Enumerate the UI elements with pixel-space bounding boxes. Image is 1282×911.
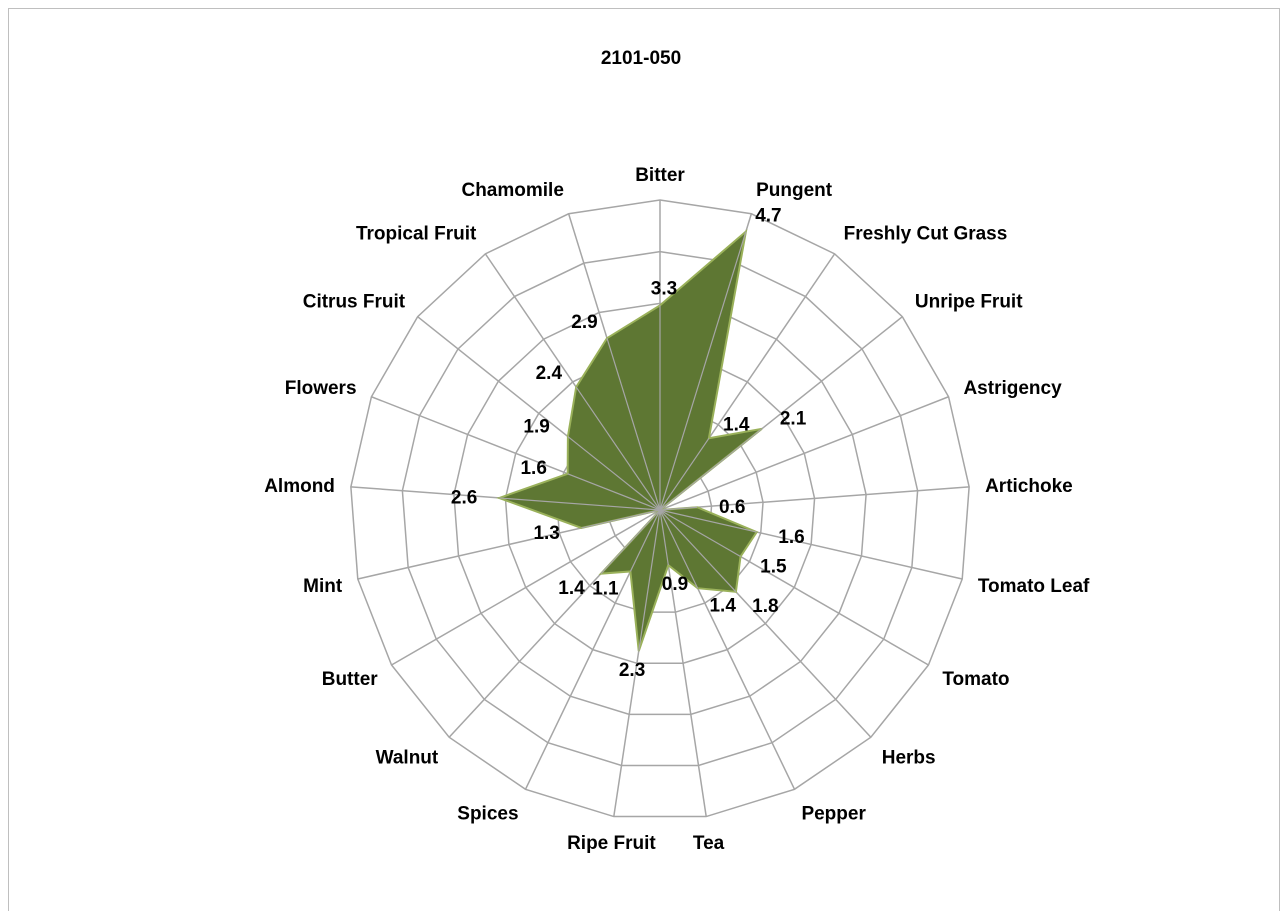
data-label: 3.3 <box>651 278 677 299</box>
category-label: Unripe Fruit <box>915 292 1023 313</box>
category-labels: Bitter Pungent Freshly Cut Grass Unripe Fru… <box>264 165 1090 854</box>
series-spoke <box>659 506 698 511</box>
category-label: Freshly Cut Grass <box>844 223 1008 244</box>
series-spoke <box>629 509 661 572</box>
series-spoke <box>567 473 661 511</box>
category-label: Tomato Leaf <box>978 576 1090 597</box>
series-spoke <box>659 231 747 511</box>
grid-spoke <box>391 509 661 666</box>
data-label: 2.6 <box>451 488 477 509</box>
category-label: Spices <box>457 804 518 825</box>
data-label: 1.4 <box>558 578 585 599</box>
category-label: Mint <box>303 576 343 597</box>
grid-ring <box>453 302 867 716</box>
series-area <box>496 228 763 652</box>
data-label: 1.3 <box>533 523 559 544</box>
chart-title: 2101-050 <box>600 48 682 69</box>
series-spoke <box>659 509 757 533</box>
series-spoke <box>659 437 710 511</box>
category-label: Citrus Fruit <box>303 292 406 313</box>
data-label: 2.3 <box>619 660 645 681</box>
data-label: 0.6 <box>719 497 745 518</box>
grid-ring <box>504 354 816 665</box>
series-spoke <box>600 509 661 575</box>
data-label: 4.7 <box>755 205 781 226</box>
data-label: 1.1 <box>592 579 619 600</box>
data-labels: 3.3 4.7 1.4 2.1 0.6 1.6 1.5 1.8 1.4 0.9 2.3 1.1 1.4 1… <box>451 205 807 680</box>
data-label: 1.8 <box>752 596 778 617</box>
series-spoke <box>659 428 763 511</box>
category-label: Chamomile <box>461 180 563 201</box>
radar-series <box>496 228 763 652</box>
category-label: Bitter <box>635 165 685 186</box>
category-label: Pungent <box>756 180 833 201</box>
category-label: Almond <box>264 476 335 497</box>
data-label: 1.6 <box>778 527 804 548</box>
category-label: Flowers <box>285 378 357 399</box>
category-label: Walnut <box>376 747 439 768</box>
data-label: 0.9 <box>662 574 688 595</box>
series-spoke <box>659 509 741 558</box>
data-label: 1.9 <box>523 416 549 437</box>
grid-ring <box>350 199 970 818</box>
data-label: 2.9 <box>571 312 597 333</box>
category-label: Tomato <box>942 669 1009 690</box>
data-label: 1.6 <box>520 458 546 479</box>
grid-ring <box>401 250 919 767</box>
data-label: 2.1 <box>780 409 807 430</box>
series-spoke <box>567 436 661 511</box>
category-label: Butter <box>322 669 379 690</box>
category-label: Herbs <box>882 747 936 768</box>
category-label: Astrigency <box>963 378 1062 399</box>
series-spoke <box>499 497 661 511</box>
series-spoke <box>659 509 737 593</box>
series-spoke <box>659 509 699 589</box>
grid-spoke <box>659 396 949 511</box>
series-spoke <box>575 386 661 511</box>
data-label: 1.4 <box>723 414 750 435</box>
data-label: 1.4 <box>709 595 736 616</box>
category-label: Artichoke <box>985 476 1073 497</box>
series-spoke <box>638 509 661 652</box>
category-label: Tropical Fruit <box>356 223 477 244</box>
data-label: 2.4 <box>536 363 563 384</box>
category-label: Tea <box>693 833 725 854</box>
series-spoke <box>659 509 669 566</box>
series-spoke <box>581 509 661 529</box>
grid-spoke <box>659 486 970 511</box>
series-spoke <box>606 338 661 511</box>
category-label: Ripe Fruit <box>567 833 656 854</box>
data-label: 1.5 <box>760 557 787 578</box>
category-label: Pepper <box>801 804 866 825</box>
